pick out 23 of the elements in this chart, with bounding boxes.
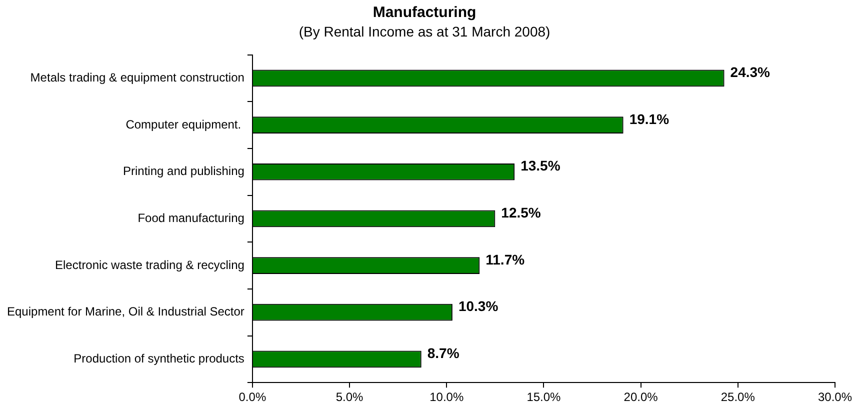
data-label: 19.1% xyxy=(629,110,670,127)
y-tick-label: Equipment for Marine, Oil & Industrial Sector xyxy=(6,304,244,319)
data-label: 12.5% xyxy=(501,204,542,221)
data-label: 8.7% xyxy=(427,345,460,362)
y-tick-label: Metals trading & equipment construction xyxy=(30,70,244,85)
y-tick-label: Computer equipment. xyxy=(126,117,244,132)
y-tick-label: Printing and publishing xyxy=(123,164,244,178)
x-tick-label: 25.0% xyxy=(720,390,756,404)
y-tick-label: Food manufacturing xyxy=(138,211,244,226)
x-tick-label: 30.0% xyxy=(818,390,852,404)
x-tick-label: 15.0% xyxy=(526,390,562,404)
x-tick-label: 5.0% xyxy=(336,390,364,404)
y-tick-label: Production of synthetic products xyxy=(74,352,244,366)
y-tick-label: Electronic waste trading & recycling xyxy=(55,258,244,272)
x-tick-label: 20.0% xyxy=(624,390,658,404)
data-label: 11.7% xyxy=(486,251,526,268)
chart-title: Manufacturing xyxy=(372,4,476,22)
x-tick-label: 0.0% xyxy=(238,390,266,404)
x-tick-label: 10.0% xyxy=(430,390,464,404)
data-label: 10.3% xyxy=(458,298,499,314)
chart-subtitle: (By Rental Income as at 31 March 2008) xyxy=(298,23,550,40)
data-label: 24.3% xyxy=(730,64,771,80)
data-label: 13.5% xyxy=(520,158,561,174)
